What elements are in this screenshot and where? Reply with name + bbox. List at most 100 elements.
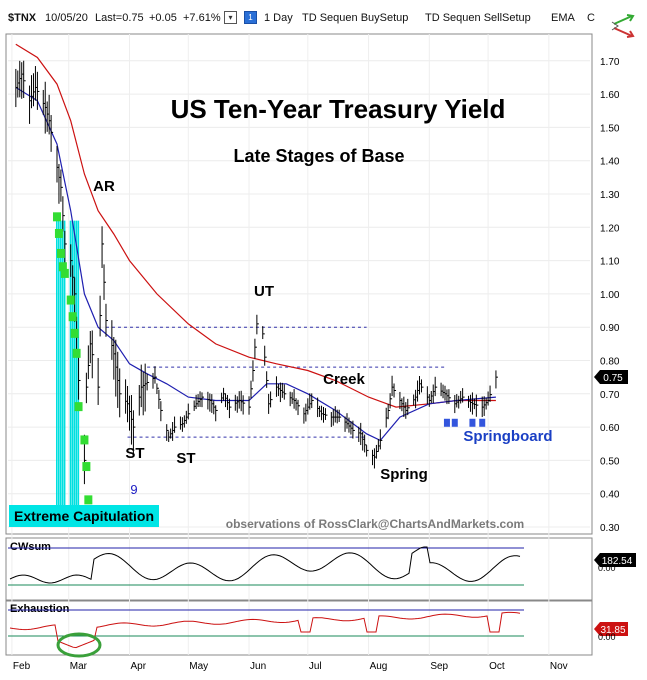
y-tick-label: 0.90 <box>600 323 620 334</box>
y-tick-label: 1.00 <box>600 290 620 301</box>
td-sell-marker <box>479 418 486 427</box>
exhaustion-ytick-zero: 0.00 <box>598 632 616 642</box>
ema-lines <box>15 43 496 442</box>
y-tick-label: 0.70 <box>600 390 620 401</box>
cwsum-ytick-zero: 0.00 <box>598 563 616 573</box>
x-tick-label: Aug <box>370 661 388 672</box>
change-pct-label: +7.61% <box>183 12 221 24</box>
td-sell-marker <box>451 418 458 427</box>
td-setup-marker <box>66 295 75 305</box>
td-setup-marker <box>68 312 77 322</box>
y-tick-label: 1.40 <box>600 157 620 168</box>
chevron-down-icon[interactable]: ▾ <box>224 11 237 24</box>
chart-subtitle: Late Stages of Base <box>233 146 404 166</box>
exhaustion-line <box>9 611 521 649</box>
interval-icon[interactable]: 1 <box>244 11 257 24</box>
capitulation-bar <box>75 220 78 527</box>
y-axis-ticks: 1.70 1.60 1.50 1.40 1.30 1.20 1.10 1.00 0.90 0.80… <box>600 57 620 534</box>
capitulation-bar <box>55 220 58 527</box>
chart-header: $TNX 10/05/20 Last=0.75 +0.05 +7.61% ▾ 1… <box>0 0 647 38</box>
price-panel-frame <box>5 33 593 535</box>
y-tick-label: 0.40 <box>600 490 620 501</box>
capitulation-bar <box>73 220 76 527</box>
x-axis-ticks: Feb Mar Apr May Jun Jul Aug Sep Oct Nov <box>13 661 568 672</box>
annotation-creek: Creek <box>323 371 365 388</box>
annotation-spring: Spring <box>380 466 428 483</box>
y-tick-label: 1.30 <box>600 190 620 201</box>
x-tick-label: Apr <box>130 661 146 672</box>
ema-slow-line <box>15 43 496 408</box>
x-tick-label: Jul <box>309 661 322 672</box>
price-bars <box>15 60 498 485</box>
annotation-ut: UT <box>254 283 274 300</box>
exhaustion-panel-frame <box>5 600 593 656</box>
last-price-tag <box>594 370 628 384</box>
exhaustion-panel-title: Exhaustion <box>10 603 70 615</box>
y-tick-label: 0.30 <box>600 523 620 534</box>
capitulation-bar <box>57 220 60 527</box>
td-setup-marker <box>82 462 91 472</box>
x-tick-label: May <box>189 661 208 672</box>
cwsum-last-tag <box>594 553 636 567</box>
x-tick-label: Oct <box>489 661 505 672</box>
capitulation-bar <box>69 220 72 527</box>
credit-text: observations of RossClark@ChartsAndMarke… <box>226 517 524 531</box>
date-label: 10/05/20 <box>45 12 88 24</box>
grid-layer <box>8 34 590 655</box>
indicator-sellsetup-label[interactable]: TD Sequen SellSetup <box>425 12 531 24</box>
scroll-arrows-icon[interactable] <box>610 14 636 38</box>
x-tick-label: Jun <box>250 661 266 672</box>
level-lines <box>105 326 447 438</box>
last-label: Last=0.75 <box>95 12 144 24</box>
y-tick-label: 0.80 <box>600 357 620 368</box>
interval-label[interactable]: 1 Day <box>264 12 293 24</box>
x-tick-label: Mar <box>70 661 88 672</box>
capitulation-label-bg <box>9 505 159 527</box>
td-setup-marker <box>80 435 89 445</box>
annotation-capitulation: Extreme Capitulation <box>14 508 154 524</box>
x-tick-label: Nov <box>550 661 568 672</box>
annotation-springboard: Springboard <box>463 428 552 445</box>
y-tick-label: 0.60 <box>600 423 620 434</box>
td-setup-marker <box>58 262 67 272</box>
td-setup-marker <box>56 248 65 258</box>
td-setup-marker <box>72 348 81 358</box>
capitulation-bar <box>61 220 64 527</box>
td-sell-marker <box>443 418 450 427</box>
td-setup-marker <box>84 495 93 505</box>
td-setup-marker <box>54 228 63 238</box>
chart-title: US Ten-Year Treasury Yield <box>171 94 506 124</box>
capitulation-bar <box>71 220 74 527</box>
annotation-st-1: ST <box>125 445 144 462</box>
td-setup-marker <box>70 328 79 338</box>
capitulation-bar <box>63 220 66 527</box>
y-tick-label: 1.70 <box>600 57 620 68</box>
td-setup-markers <box>52 212 486 525</box>
cwsum-last-value: 182.54 <box>602 556 633 567</box>
annotation-st-2: ST <box>176 450 195 467</box>
x-tick-label: Feb <box>13 661 31 672</box>
symbol-label[interactable]: $TNX <box>8 12 37 24</box>
y-tick-label: 1.60 <box>600 90 620 101</box>
truncated-label: C <box>587 12 595 24</box>
td-sell-marker <box>469 418 476 427</box>
annotation-ar: AR <box>93 178 115 195</box>
y-tick-label: 1.50 <box>600 123 620 134</box>
annotation-count-9: 9 <box>130 482 137 497</box>
exhaustion-highlight-circle <box>56 632 102 658</box>
y-tick-label: 1.10 <box>600 257 620 268</box>
y-tick-label: 1.20 <box>600 223 620 234</box>
td-setup-marker <box>60 268 69 278</box>
indicator-buysetup-label[interactable]: TD Sequen BuySetup <box>302 12 409 24</box>
exhaustion-last-value: 31.85 <box>600 625 625 636</box>
cwsum-panel-title: CWsum <box>10 541 51 553</box>
capitulation-bar <box>59 220 62 527</box>
td-setup-marker <box>52 212 61 222</box>
x-tick-label: Sep <box>430 661 448 672</box>
ema-fast-line <box>15 86 496 442</box>
y-tick-label: 0.50 <box>600 456 620 467</box>
cwsum-line <box>9 546 521 584</box>
ema-label[interactable]: EMA <box>551 12 575 24</box>
